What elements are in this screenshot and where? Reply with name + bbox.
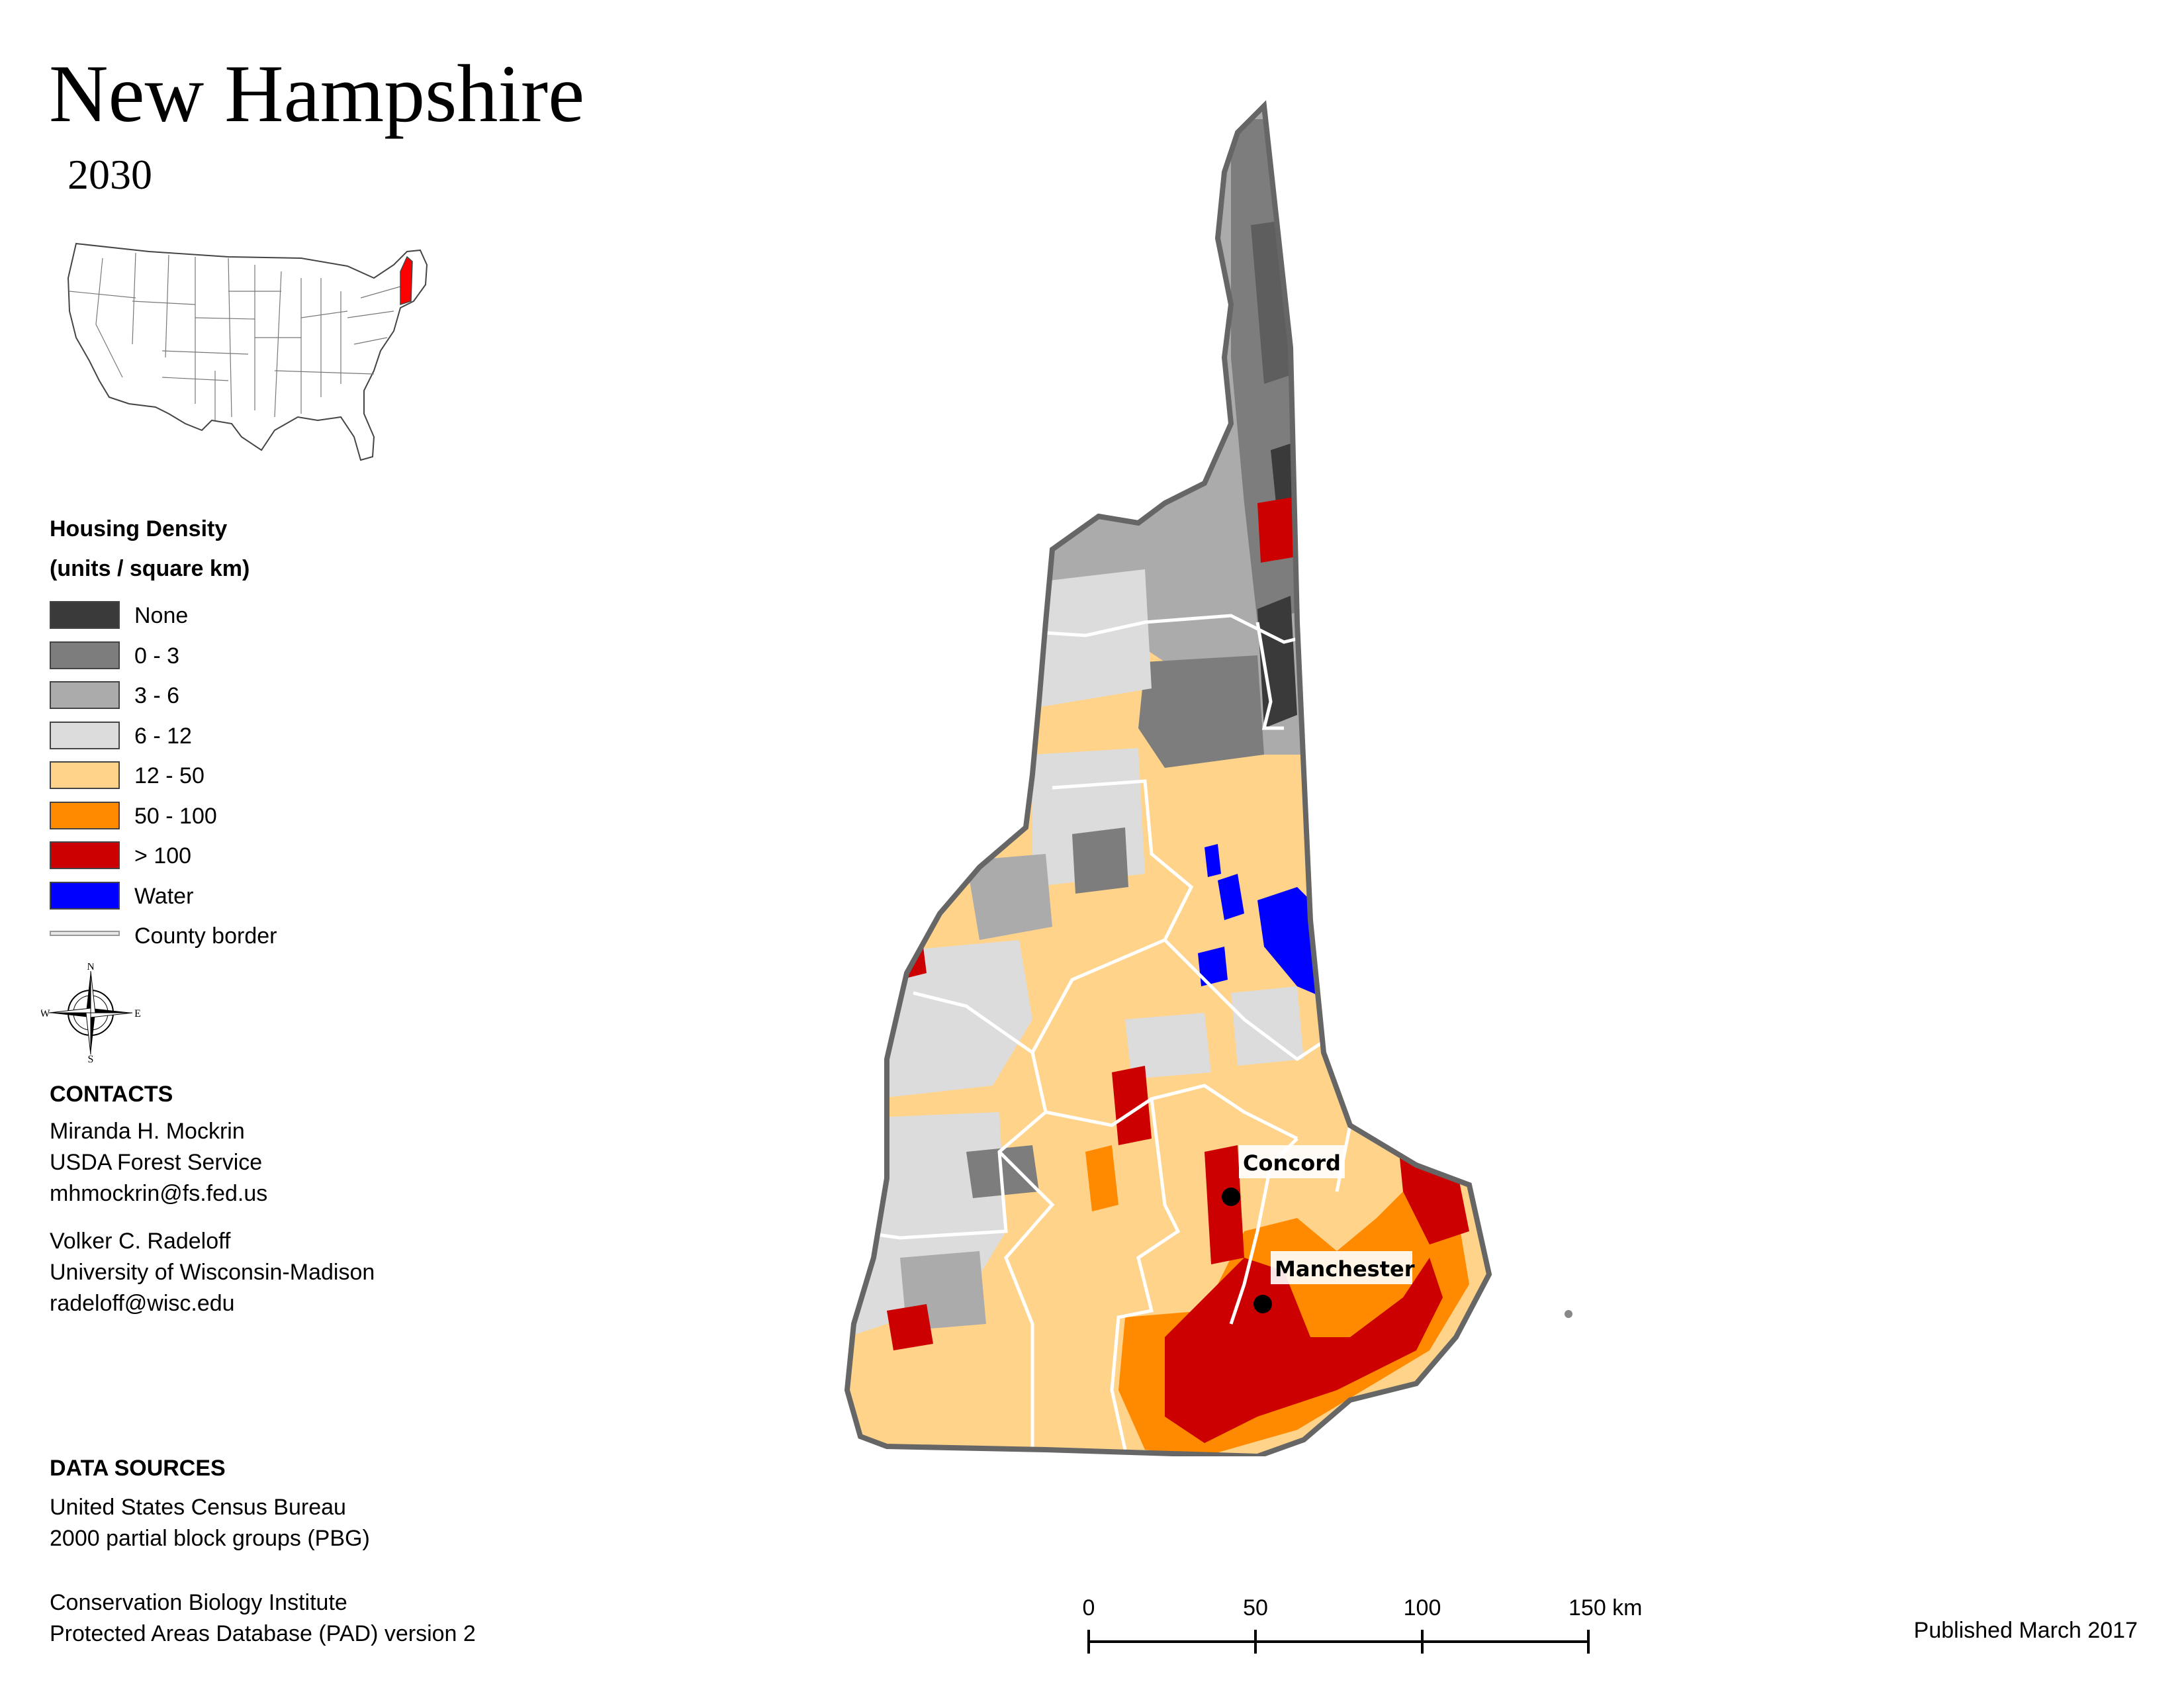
compass-s: S (88, 1054, 94, 1062)
isles-of-shoals (1565, 1310, 1572, 1318)
city-concord: Concord (1222, 1145, 1345, 1206)
legend-item: 6 - 12 (50, 721, 513, 762)
contact-org: University of Wisconsin-Madison (50, 1260, 375, 1285)
contact-email[interactable]: radeloff@wisc.edu (50, 1291, 235, 1316)
data-source-pad: Conservation Biology Institute Protected… (50, 1587, 476, 1650)
scale-bar: 0 50 100 150 km (1083, 1595, 1643, 1654)
new-hampshire-map: Concord Manchester (844, 100, 1572, 1456)
contacts-heading: CONTACTS (50, 1082, 173, 1107)
compass-w: W (41, 1008, 50, 1019)
legend-items: None 0 - 3 3 - 6 6 - 12 12 - 50 50 - 100… (50, 601, 513, 962)
data-source-line: Protected Areas Database (PAD) version 2 (50, 1621, 476, 1646)
us-outline (67, 242, 428, 461)
scale-tick-label: 50 (1243, 1595, 1268, 1620)
legend-item: 50 - 100 (50, 801, 513, 842)
new-hampshire-highlight (400, 256, 413, 306)
legend-label: 12 - 50 (134, 763, 205, 788)
contact-2: Volker C. Radeloff University of Wiscons… (50, 1226, 375, 1319)
compass-e: E (134, 1008, 140, 1019)
legend-swatch (50, 881, 120, 910)
contact-email[interactable]: mhmockrin@fs.fed.us (50, 1181, 268, 1206)
legend-item: 3 - 6 (50, 681, 513, 722)
legend-heading: Housing Density (50, 516, 228, 541)
legend-label: 6 - 12 (134, 723, 192, 749)
compass-rose-icon: N S E W (41, 963, 140, 1062)
county-borders (853, 555, 1445, 1450)
legend-swatch (50, 641, 120, 669)
city-marker (1222, 1188, 1240, 1206)
legend-swatch (50, 601, 120, 629)
data-source-line: 2000 partial block groups (PBG) (50, 1526, 370, 1551)
city-manchester: Manchester (1253, 1251, 1415, 1313)
legend-label: 0 - 3 (134, 643, 180, 669)
scale-tick-label: 0 (1083, 1595, 1095, 1620)
contact-name: Miranda H. Mockrin (50, 1119, 245, 1144)
legend-label: 50 - 100 (134, 803, 217, 829)
legend-swatch (50, 761, 120, 789)
legend-label: Water (134, 883, 194, 909)
data-source-line: Conservation Biology Institute (50, 1590, 347, 1615)
legend-item: None (50, 601, 513, 641)
legend: Housing Density (units / square km) None… (50, 518, 513, 962)
scale-tick-label: 100 (1404, 1595, 1441, 1620)
published-date: Published March 2017 (1913, 1618, 2138, 1643)
legend-item: 12 - 50 (50, 761, 513, 802)
contact-name: Volker C. Radeloff (50, 1229, 231, 1254)
city-marker (1253, 1295, 1272, 1313)
contact-org: USDA Forest Service (50, 1150, 263, 1175)
city-label: Manchester (1275, 1256, 1415, 1282)
legend-item: 0 - 3 (50, 641, 513, 682)
legend-item: > 100 (50, 841, 513, 882)
compass-n: N (87, 963, 95, 972)
legend-label: > 100 (134, 843, 192, 868)
data-source-line: United States Census Bureau (50, 1495, 346, 1520)
legend-item-county-border: County border (50, 921, 513, 962)
contact-1: Miranda H. Mockrin USDA Forest Service m… (50, 1116, 267, 1209)
city-label: Concord (1243, 1150, 1341, 1176)
county-border-symbol (50, 931, 120, 936)
legend-swatch (50, 721, 120, 749)
scale-tick-label: 150 km (1569, 1595, 1643, 1620)
legend-swatch (50, 841, 120, 869)
state-outline (844, 100, 1492, 1456)
legend-item: Water (50, 881, 513, 922)
legend-label: None (134, 603, 189, 628)
legend-swatch (50, 801, 120, 829)
us-state-lines (69, 252, 408, 420)
data-sources-heading: DATA SOURCES (50, 1456, 226, 1481)
legend-swatch (50, 681, 120, 709)
legend-label: County border (134, 923, 277, 949)
data-source-census: United States Census Bureau 2000 partial… (50, 1492, 370, 1554)
map-title: New Hampshire (49, 48, 585, 139)
map-subtitle-year: 2030 (68, 151, 152, 198)
legend-units: (units / square km) (50, 556, 250, 581)
legend-label: 3 - 6 (134, 683, 180, 708)
us-locator-inset (67, 242, 428, 461)
